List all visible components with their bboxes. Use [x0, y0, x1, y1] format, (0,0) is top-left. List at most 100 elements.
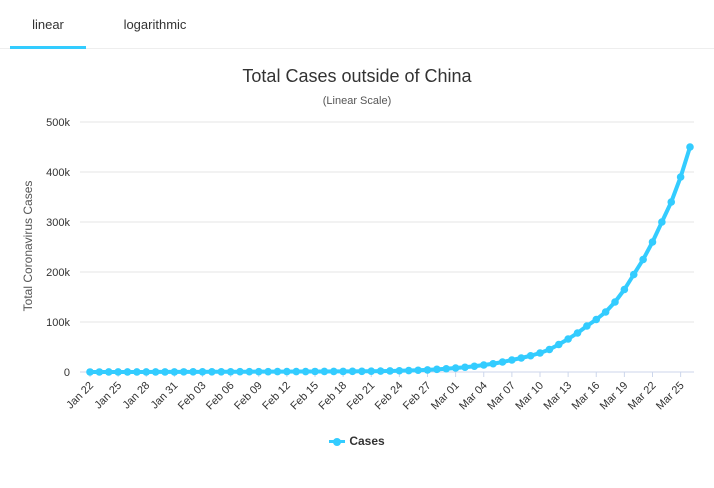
- data-point[interactable]: [133, 368, 141, 376]
- data-point[interactable]: [601, 308, 610, 316]
- data-point[interactable]: [151, 368, 160, 376]
- x-tick-label: Feb 18: [317, 380, 350, 413]
- data-point[interactable]: [367, 367, 376, 376]
- data-point[interactable]: [414, 366, 422, 375]
- data-point[interactable]: [301, 367, 310, 376]
- data-point[interactable]: [311, 367, 319, 376]
- data-point[interactable]: [217, 367, 226, 376]
- x-tick-label: Mar 16: [570, 380, 603, 413]
- data-point[interactable]: [461, 363, 469, 372]
- data-point[interactable]: [667, 198, 676, 206]
- data-point[interactable]: [554, 340, 563, 349]
- data-point[interactable]: [114, 368, 122, 376]
- x-tick-label: Jan 31: [149, 380, 181, 412]
- x-tick-label: Jan 28: [121, 380, 153, 412]
- x-tick-label: Mar 13: [542, 380, 575, 413]
- data-point[interactable]: [358, 367, 366, 376]
- data-point[interactable]: [423, 366, 432, 374]
- data-point[interactable]: [536, 349, 544, 357]
- data-point[interactable]: [142, 368, 151, 376]
- data-point[interactable]: [95, 368, 104, 376]
- x-tick-label: Feb 15: [288, 380, 321, 413]
- x-tick-label: Mar 10: [513, 380, 546, 413]
- y-tick-label: 0: [64, 367, 70, 379]
- data-point[interactable]: [573, 329, 582, 337]
- data-point[interactable]: [508, 356, 516, 364]
- data-point[interactable]: [395, 366, 404, 375]
- x-tick-label: Mar 01: [429, 380, 462, 413]
- data-point[interactable]: [386, 367, 394, 375]
- data-point[interactable]: [189, 368, 197, 376]
- x-tick-label: Jan 22: [64, 380, 96, 412]
- x-tick-label: Jan 25: [92, 380, 124, 412]
- y-tick-label: 400k: [46, 167, 70, 179]
- data-point[interactable]: [198, 368, 207, 376]
- data-point[interactable]: [161, 368, 169, 376]
- y-tick-label: 300k: [46, 217, 70, 229]
- data-point[interactable]: [442, 364, 451, 373]
- data-point[interactable]: [611, 298, 619, 306]
- chart-subtitle: (Linear Scale): [322, 95, 392, 107]
- data-point[interactable]: [526, 351, 535, 360]
- data-point[interactable]: [208, 368, 216, 376]
- data-point[interactable]: [545, 345, 554, 354]
- x-tick-label: Feb 12: [260, 380, 293, 413]
- data-point[interactable]: [498, 358, 507, 366]
- data-point[interactable]: [254, 367, 263, 376]
- data-point[interactable]: [629, 270, 638, 279]
- x-tick-label: Feb 24: [373, 380, 406, 413]
- chart-title: Total Cases outside of China: [242, 66, 472, 86]
- data-point[interactable]: [226, 367, 235, 376]
- data-point[interactable]: [283, 367, 291, 376]
- data-point[interactable]: [676, 173, 685, 181]
- series-cases[interactable]: [86, 143, 694, 376]
- legend-item-cases[interactable]: Cases: [0, 434, 714, 448]
- legend-marker-icon: [329, 437, 346, 447]
- data-point[interactable]: [489, 359, 497, 368]
- data-point[interactable]: [123, 368, 132, 376]
- data-point[interactable]: [86, 368, 94, 376]
- data-point[interactable]: [517, 354, 526, 362]
- data-point[interactable]: [264, 367, 272, 376]
- data-point[interactable]: [104, 368, 113, 376]
- tab-linear[interactable]: linear: [10, 0, 86, 49]
- data-point[interactable]: [348, 367, 357, 376]
- y-axis-label: Total Coronavirus Cases: [21, 181, 35, 312]
- data-point[interactable]: [639, 255, 647, 264]
- x-tick-label: Feb 21: [345, 380, 378, 413]
- data-point[interactable]: [179, 368, 188, 376]
- y-tick-label: 500k: [46, 117, 70, 129]
- data-point[interactable]: [433, 365, 441, 374]
- data-point[interactable]: [339, 367, 347, 376]
- x-tick-label: Feb 03: [176, 380, 209, 413]
- data-point[interactable]: [583, 322, 591, 330]
- y-axis-ticks: 0 100k 200k 300k 400k 500k: [46, 117, 70, 379]
- data-point[interactable]: [170, 368, 179, 376]
- data-point[interactable]: [329, 367, 338, 376]
- data-point[interactable]: [245, 367, 254, 376]
- data-point[interactable]: [564, 335, 572, 343]
- series-line-cases: [88, 145, 692, 374]
- data-point[interactable]: [479, 361, 488, 369]
- data-point[interactable]: [451, 364, 460, 372]
- data-point[interactable]: [592, 315, 601, 324]
- data-point[interactable]: [658, 218, 666, 226]
- data-point[interactable]: [404, 366, 413, 375]
- data-point[interactable]: [648, 238, 657, 246]
- data-point[interactable]: [620, 285, 629, 294]
- y-tick-label: 200k: [46, 267, 70, 279]
- y-tick-label: 100k: [46, 317, 70, 329]
- data-point[interactable]: [686, 143, 694, 151]
- tab-logarithmic[interactable]: logarithmic: [123, 17, 187, 32]
- data-point[interactable]: [292, 367, 301, 376]
- x-tick-label: Feb 09: [232, 380, 265, 413]
- data-point[interactable]: [376, 367, 385, 375]
- data-point[interactable]: [320, 367, 329, 376]
- scale-tab-bar: linear logarithmic: [0, 0, 714, 49]
- data-point[interactable]: [273, 367, 282, 376]
- x-tick-label: Mar 04: [457, 380, 490, 413]
- data-point[interactable]: [236, 367, 244, 376]
- data-point[interactable]: [470, 362, 479, 371]
